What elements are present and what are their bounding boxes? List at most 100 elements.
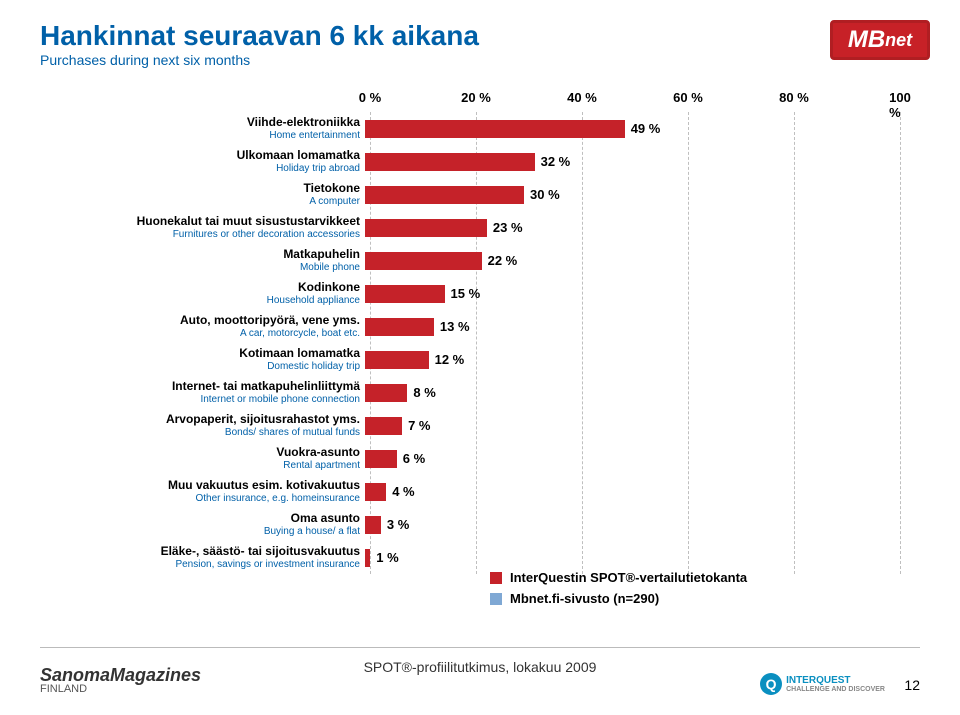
row-label-fi: Muu vakuutus esim. kotivakuutus — [60, 479, 360, 492]
iq-badge-icon: Q — [760, 673, 782, 695]
page: MB net Hankinnat seuraavan 6 kk aikana P… — [0, 0, 960, 715]
row-label-fi: Kodinkone — [60, 281, 360, 294]
row-label: Huonekalut tai muut sisustustarvikkeetFu… — [60, 215, 365, 239]
chart-row: Internet- tai matkapuhelinliittymäIntern… — [60, 376, 900, 409]
row-label: Oma asuntoBuying a house/ a flat — [60, 512, 365, 536]
bar — [365, 153, 535, 171]
row-label: Vuokra-asuntoRental apartment — [60, 446, 365, 470]
chart-row: Kotimaan lomamatkaDomestic holiday trip 1… — [60, 343, 900, 376]
bar-value: 7 % — [408, 418, 430, 433]
iq-main: INTERQUEST — [786, 675, 850, 686]
bar-cell: 23 % — [365, 211, 895, 244]
chart-row: Arvopaperit, sijoitusrahastot yms.Bonds/… — [60, 409, 900, 442]
bar-cell: 6 % — [365, 442, 895, 475]
chart-row: KodinkoneHousehold appliance 15 % — [60, 277, 900, 310]
row-label-en: Buying a house/ a flat — [60, 526, 360, 537]
footer-divider — [40, 647, 920, 648]
bar-value: 22 % — [488, 253, 518, 268]
row-label-en: Other insurance, e.g. homeinsurance — [60, 493, 360, 504]
bar — [365, 219, 487, 237]
logo-main: MB — [848, 26, 885, 54]
bar-value: 15 % — [451, 286, 481, 301]
chart-row: MatkapuhelinMobile phone 22 % — [60, 244, 900, 277]
bar-value: 12 % — [435, 352, 465, 367]
publisher-name: SanomaMagazines — [40, 666, 201, 684]
x-tick: 60 % — [673, 90, 703, 105]
bar-cell: 32 % — [365, 145, 895, 178]
brand-logo: MB net — [830, 20, 930, 60]
page-title: Hankinnat seuraavan 6 kk aikana — [40, 20, 920, 52]
legend: InterQuestin SPOT®-vertailutietokanta Mbn… — [490, 570, 747, 612]
row-label-en: Mobile phone — [60, 262, 360, 273]
row-label: Eläke-, säästö- tai sijoitusvakuutusPens… — [60, 545, 365, 569]
chart-row: Viihde-elektroniikkaHome entertainment49… — [60, 112, 900, 145]
bar-value: 13 % — [440, 319, 470, 334]
row-label-en: Bonds/ shares of mutual funds — [60, 427, 360, 438]
bar — [365, 120, 625, 138]
chart-row: Huonekalut tai muut sisustustarvikkeetFu… — [60, 211, 900, 244]
bar-cell: 49 % — [365, 112, 895, 145]
chart-row: Eläke-, säästö- tai sijoitusvakuutusPens… — [60, 541, 900, 574]
bar-value: 8 % — [413, 385, 435, 400]
row-label-fi: Vuokra-asunto — [60, 446, 360, 459]
x-tick: 40 % — [567, 90, 597, 105]
bar-cell: 13 % — [365, 310, 895, 343]
x-tick: 0 % — [359, 90, 381, 105]
chart-row: TietokoneA computer 30 % — [60, 178, 900, 211]
bar-cell: 8 % — [365, 376, 895, 409]
bar — [365, 186, 524, 204]
row-label-en: Household appliance — [60, 295, 360, 306]
bar-cell: 30 % — [365, 178, 895, 211]
chart-row: Oma asuntoBuying a house/ a flat3 % — [60, 508, 900, 541]
row-label-fi: Internet- tai matkapuhelinliittymä — [60, 380, 360, 393]
row-label: Arvopaperit, sijoitusrahastot yms.Bonds/… — [60, 413, 365, 437]
row-label-fi: Tietokone — [60, 182, 360, 195]
bar — [365, 516, 381, 534]
row-label: Auto, moottoripyörä, vene yms.A car, mot… — [60, 314, 365, 338]
logo-sub: net — [885, 30, 912, 51]
row-label-en: Home entertainment — [60, 130, 360, 141]
row-label: Ulkomaan lomamatkaHoliday trip abroad — [60, 149, 365, 173]
row-label-fi: Ulkomaan lomamatka — [60, 149, 360, 162]
bar — [365, 285, 445, 303]
bar-value: 23 % — [493, 220, 523, 235]
page-number: 12 — [904, 677, 920, 693]
row-label-en: A computer — [60, 196, 360, 207]
row-label-en: A car, motorcycle, boat etc. — [60, 328, 360, 339]
bar — [365, 384, 407, 402]
row-label-fi: Oma asunto — [60, 512, 360, 525]
legend-item: Mbnet.fi-sivusto (n=290) — [490, 591, 747, 606]
x-tick: 80 % — [779, 90, 809, 105]
research-logo: Q INTERQUEST CHALLENGE AND DISCOVER — [760, 673, 885, 695]
row-label-en: Domestic holiday trip — [60, 361, 360, 372]
gridline — [900, 112, 901, 574]
row-label: Muu vakuutus esim. kotivakuutusOther ins… — [60, 479, 365, 503]
bar-cell: 12 % — [365, 343, 895, 376]
chart-row: Muu vakuutus esim. kotivakuutusOther ins… — [60, 475, 900, 508]
bar-value: 4 % — [392, 484, 414, 499]
page-subtitle: Purchases during next six months — [40, 52, 920, 68]
legend-swatch — [490, 593, 502, 605]
title-block: Hankinnat seuraavan 6 kk aikana Purchase… — [40, 20, 920, 68]
row-label-fi: Kotimaan lomamatka — [60, 347, 360, 360]
legend-label: Mbnet.fi-sivusto (n=290) — [510, 591, 659, 606]
publisher-country: FINLAND — [40, 684, 201, 695]
bar-value: 6 % — [403, 451, 425, 466]
row-label: Internet- tai matkapuhelinliittymäIntern… — [60, 380, 365, 404]
chart-row: Ulkomaan lomamatkaHoliday trip abroad 32 … — [60, 145, 900, 178]
bar — [365, 483, 386, 501]
row-label-fi: Arvopaperit, sijoitusrahastot yms. — [60, 413, 360, 426]
bar-value: 32 % — [541, 154, 571, 169]
row-label-fi: Eläke-, säästö- tai sijoitusvakuutus — [60, 545, 360, 558]
legend-swatch — [490, 572, 502, 584]
legend-label: InterQuestin SPOT®-vertailutietokanta — [510, 570, 747, 585]
iq-sub: CHALLENGE AND DISCOVER — [786, 686, 885, 693]
chart: 0 %20 %40 %60 %80 %100 % Viihde-elektron… — [60, 90, 900, 570]
x-tick: 20 % — [461, 90, 491, 105]
iq-text: INTERQUEST CHALLENGE AND DISCOVER — [786, 676, 885, 693]
bar — [365, 318, 434, 336]
bar-value: 1 % — [376, 550, 398, 565]
bar — [365, 549, 370, 567]
row-label-fi: Matkapuhelin — [60, 248, 360, 261]
bar-cell: 7 % — [365, 409, 895, 442]
